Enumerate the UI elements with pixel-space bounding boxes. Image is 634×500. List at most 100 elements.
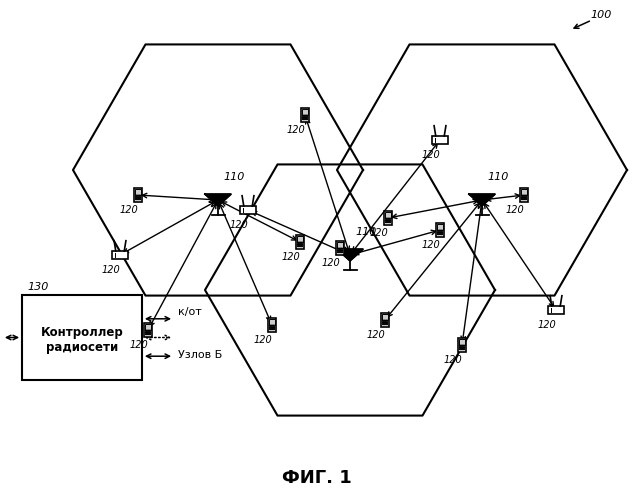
Circle shape — [337, 248, 339, 249]
Text: к/от: к/от — [178, 307, 202, 317]
Bar — [297, 236, 303, 242]
Text: 120: 120 — [254, 335, 273, 345]
Circle shape — [301, 242, 302, 243]
Circle shape — [339, 250, 340, 251]
Circle shape — [339, 248, 340, 249]
Circle shape — [273, 328, 275, 330]
Text: 100: 100 — [590, 10, 611, 20]
Polygon shape — [205, 194, 231, 206]
Circle shape — [139, 195, 141, 196]
Bar — [437, 224, 443, 230]
Text: радиосети: радиосети — [46, 341, 118, 354]
FancyBboxPatch shape — [22, 295, 142, 380]
Circle shape — [439, 230, 441, 231]
Circle shape — [302, 118, 304, 120]
Text: 120: 120 — [444, 355, 463, 365]
Circle shape — [382, 322, 384, 323]
Circle shape — [306, 117, 307, 118]
Circle shape — [382, 320, 384, 321]
Circle shape — [385, 218, 387, 219]
Circle shape — [462, 345, 463, 346]
Bar — [296, 235, 304, 249]
Text: 120: 120 — [422, 150, 441, 160]
Polygon shape — [337, 249, 363, 261]
Bar — [520, 188, 528, 202]
Bar — [240, 206, 256, 214]
Bar — [459, 340, 465, 344]
Circle shape — [439, 232, 441, 233]
Circle shape — [384, 322, 385, 323]
Circle shape — [462, 347, 463, 348]
Bar — [112, 251, 129, 259]
Text: 120: 120 — [538, 320, 557, 330]
Text: 120: 120 — [230, 220, 249, 230]
Bar — [145, 324, 151, 330]
Circle shape — [269, 327, 271, 328]
Bar — [381, 313, 389, 327]
Circle shape — [387, 220, 389, 221]
Circle shape — [387, 218, 389, 219]
Circle shape — [441, 230, 443, 231]
Text: 130: 130 — [27, 282, 48, 292]
Text: ФИГ. 1: ФИГ. 1 — [282, 469, 352, 487]
Circle shape — [271, 325, 273, 326]
Text: 110: 110 — [487, 172, 508, 182]
Circle shape — [306, 115, 307, 116]
Circle shape — [273, 325, 275, 326]
Text: 120: 120 — [422, 240, 441, 250]
Text: 120: 120 — [506, 205, 525, 215]
Circle shape — [297, 244, 299, 245]
Bar — [337, 242, 343, 248]
Bar — [385, 212, 391, 218]
Circle shape — [269, 328, 271, 330]
Bar — [301, 108, 309, 122]
Circle shape — [269, 325, 271, 326]
Text: 120: 120 — [322, 258, 340, 268]
Bar — [432, 136, 448, 144]
Circle shape — [304, 118, 306, 120]
Bar — [384, 211, 392, 225]
Text: 120: 120 — [102, 265, 120, 275]
Circle shape — [299, 242, 301, 243]
Text: 120: 120 — [120, 205, 139, 215]
Circle shape — [271, 328, 273, 330]
Circle shape — [389, 220, 391, 221]
Text: Узлов Б: Узлов Б — [178, 350, 223, 360]
Circle shape — [384, 320, 385, 321]
Circle shape — [304, 117, 306, 118]
Circle shape — [385, 220, 387, 221]
Circle shape — [441, 232, 443, 233]
Bar — [521, 190, 527, 194]
Circle shape — [302, 117, 304, 118]
Circle shape — [271, 327, 273, 328]
Text: 120: 120 — [367, 330, 385, 340]
Circle shape — [302, 115, 304, 116]
Circle shape — [337, 250, 339, 251]
Bar — [458, 338, 466, 352]
Circle shape — [139, 197, 141, 198]
Circle shape — [463, 348, 465, 350]
Bar — [436, 223, 444, 237]
Polygon shape — [469, 194, 495, 206]
Bar — [336, 241, 344, 255]
Circle shape — [437, 230, 439, 231]
Circle shape — [463, 345, 465, 346]
Text: 120: 120 — [130, 340, 149, 350]
Bar — [269, 320, 275, 324]
Circle shape — [389, 218, 391, 219]
Text: Контроллер: Контроллер — [41, 326, 124, 339]
Text: 120: 120 — [370, 228, 389, 238]
Text: 110: 110 — [223, 172, 244, 182]
Circle shape — [273, 327, 275, 328]
Text: 120: 120 — [287, 125, 306, 135]
Circle shape — [437, 232, 439, 233]
Bar — [382, 314, 388, 320]
Circle shape — [462, 348, 463, 350]
Text: 110: 110 — [355, 227, 377, 237]
Bar — [268, 318, 276, 332]
Bar — [548, 306, 564, 314]
Circle shape — [301, 244, 302, 245]
Bar — [134, 188, 142, 202]
Circle shape — [306, 118, 307, 120]
Bar — [302, 110, 308, 114]
